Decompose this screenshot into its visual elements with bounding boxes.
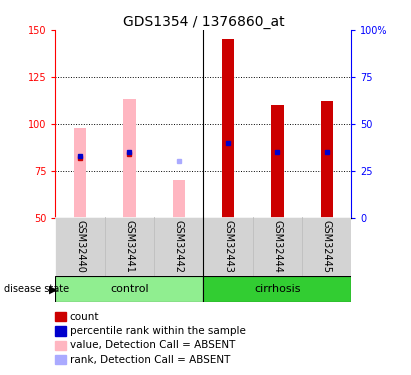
Text: disease state: disease state (4, 285, 69, 294)
Bar (55, 217, 105, 276)
Text: cirrhosis: cirrhosis (254, 284, 301, 294)
Bar (74, 128, 86, 218)
Text: value, Detection Call = ABSENT: value, Detection Call = ABSENT (70, 340, 235, 350)
Bar (123, 99, 136, 218)
Bar (154, 217, 203, 276)
Bar (203, 276, 351, 302)
Bar (271, 105, 284, 218)
Text: control: control (110, 284, 149, 294)
Bar (302, 217, 351, 276)
Text: GSM32440: GSM32440 (75, 220, 85, 273)
Text: percentile rank within the sample: percentile rank within the sample (70, 326, 246, 336)
Text: GSM32441: GSM32441 (125, 220, 134, 273)
Bar (253, 217, 302, 276)
Bar (321, 101, 333, 217)
Bar (222, 39, 234, 218)
Bar (203, 217, 253, 276)
Text: GSM32443: GSM32443 (223, 220, 233, 273)
Text: ▶: ▶ (48, 285, 57, 294)
Text: rank, Detection Call = ABSENT: rank, Detection Call = ABSENT (70, 355, 230, 364)
Text: GSM32442: GSM32442 (174, 220, 184, 273)
Bar (55, 276, 203, 302)
Text: GSM32445: GSM32445 (322, 220, 332, 273)
Bar (105, 217, 154, 276)
Text: count: count (70, 312, 99, 322)
Text: GSM32444: GSM32444 (272, 220, 282, 273)
Title: GDS1354 / 1376860_at: GDS1354 / 1376860_at (122, 15, 284, 29)
Bar (173, 180, 185, 218)
